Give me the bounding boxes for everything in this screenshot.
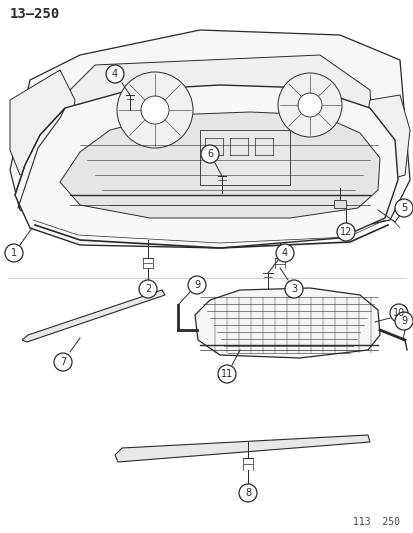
Polygon shape [359,95,409,185]
Circle shape [275,244,293,262]
Polygon shape [115,435,369,462]
Text: 13–250: 13–250 [10,7,60,21]
Circle shape [297,93,321,117]
Circle shape [389,304,407,322]
Text: 1: 1 [11,248,17,258]
Text: 113  250: 113 250 [352,517,399,527]
Polygon shape [15,85,397,248]
Polygon shape [10,70,75,175]
Circle shape [218,365,235,383]
Circle shape [117,72,192,148]
Text: 8: 8 [244,488,250,498]
Text: 9: 9 [193,280,199,290]
Circle shape [141,96,169,124]
Text: 4: 4 [281,248,287,258]
Circle shape [54,353,72,371]
Text: 6: 6 [206,149,213,159]
Polygon shape [10,30,409,238]
FancyBboxPatch shape [333,200,345,208]
Circle shape [5,244,23,262]
Circle shape [394,312,412,330]
Text: 9: 9 [400,316,406,326]
Circle shape [284,280,302,298]
Text: 2: 2 [145,284,151,294]
Polygon shape [195,288,379,358]
FancyBboxPatch shape [199,130,289,185]
Text: 11: 11 [221,369,233,379]
Circle shape [336,223,354,241]
Polygon shape [50,55,374,215]
Circle shape [106,65,124,83]
Circle shape [139,280,157,298]
Polygon shape [339,185,377,218]
Circle shape [201,145,218,163]
Text: 3: 3 [290,284,297,294]
Polygon shape [22,290,165,342]
Circle shape [238,484,256,502]
Text: 10: 10 [392,308,404,318]
Text: 4: 4 [112,69,118,79]
Text: 7: 7 [60,357,66,367]
Circle shape [394,199,412,217]
Polygon shape [70,185,95,215]
Text: 5: 5 [400,203,406,213]
Polygon shape [60,112,379,218]
Text: 12: 12 [339,227,351,237]
Circle shape [277,73,341,137]
Circle shape [188,276,206,294]
